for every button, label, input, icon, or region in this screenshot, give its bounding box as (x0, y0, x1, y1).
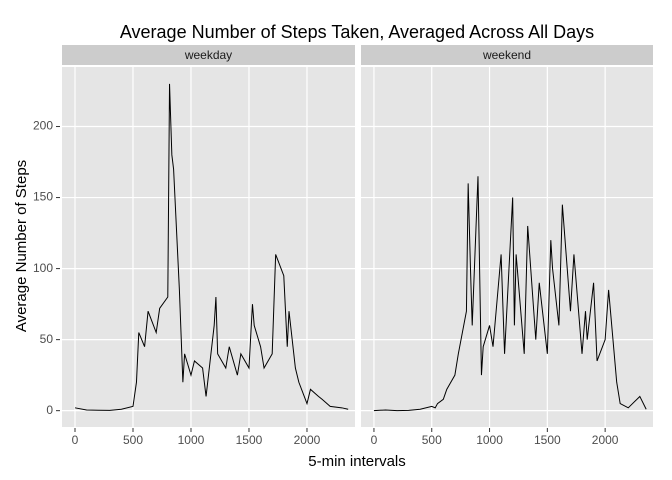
y-axis-label: Average Number of Steps (13, 160, 30, 332)
y-tick-label: 50 (40, 332, 54, 346)
strip (62, 45, 355, 65)
x-tick-label: 2000 (294, 433, 321, 447)
strip (361, 45, 653, 65)
x-tick-label: 500 (422, 433, 442, 447)
panel-background (361, 67, 653, 427)
data-line (373, 176, 647, 412)
data-line (74, 83, 349, 411)
x-tick-label: 2000 (592, 433, 619, 447)
x-tick-label: 0 (371, 433, 378, 447)
strip-label: weekend (482, 48, 531, 62)
x-tick-label: 1500 (236, 433, 263, 447)
x-tick-label: 0 (72, 433, 79, 447)
y-tick-label: 0 (46, 403, 53, 417)
x-tick-label: 1000 (476, 433, 503, 447)
y-tick-label: 200 (33, 119, 53, 133)
x-tick-label: 1500 (534, 433, 561, 447)
strip-label: weekday (184, 48, 232, 62)
x-axis-label: 5-min intervals (308, 453, 406, 470)
y-tick-label: 100 (33, 261, 53, 275)
x-tick-label: 1000 (178, 433, 205, 447)
x-tick-label: 500 (123, 433, 143, 447)
y-tick-label: 150 (33, 190, 53, 204)
chart-title: Average Number of Steps Taken, Averaged … (120, 22, 594, 42)
